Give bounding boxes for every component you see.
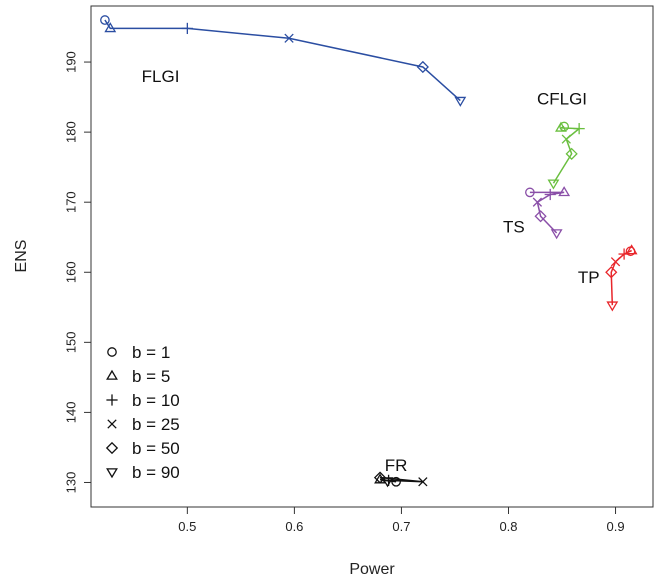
point-flgi-b10 — [181, 22, 193, 35]
legend-marker-circle — [107, 347, 117, 357]
point-tp-b5 — [625, 244, 638, 255]
series-line-cflgi — [552, 125, 582, 184]
x-tick-label: 0.7 — [392, 519, 410, 534]
series-label-fr: FR — [385, 456, 408, 475]
x-axis: 0.5 0.6 0.7 0.8 0.9 — [178, 507, 625, 534]
legend-marker-cross — [107, 419, 117, 429]
legend: b = 1 b = 5 b = 10 b = 25 b = 50 b = 90 — [105, 343, 180, 482]
point-tp-b25 — [610, 257, 621, 267]
series-label-tp: TP — [578, 268, 600, 287]
plot-frame — [90, 5, 654, 508]
point-ts-b10 — [544, 188, 556, 201]
point-flgi-b25 — [284, 33, 294, 43]
legend-marker-triangle-up — [106, 369, 118, 380]
point-ts-b50 — [534, 210, 547, 223]
legend-marker-diamond — [105, 441, 119, 455]
legend-label: b = 1 — [132, 343, 170, 362]
legend-item: b = 90 — [106, 463, 180, 482]
legend-item: b = 50 — [105, 439, 180, 458]
legend-label: b = 50 — [132, 439, 180, 458]
legend-label: b = 90 — [132, 463, 180, 482]
y-tick-label: 180 — [64, 121, 79, 143]
legend-label: b = 10 — [132, 391, 180, 410]
point-flgi-b90 — [454, 96, 467, 107]
point-ts-b25 — [532, 197, 543, 207]
point-fr-b1 — [391, 476, 401, 487]
point-tp-b50 — [605, 266, 618, 279]
y-axis: 130 140 150 160 170 180 190 — [64, 51, 91, 493]
legend-item: b = 25 — [107, 415, 180, 434]
legend-label: b = 5 — [132, 367, 170, 386]
legend-marker-plus — [106, 394, 118, 406]
legend-item: b = 5 — [106, 367, 170, 386]
y-tick-label: 150 — [64, 331, 79, 353]
point-cflgi-b90 — [547, 179, 560, 190]
point-tp-b90 — [606, 301, 619, 312]
x-axis-title: Power — [349, 561, 395, 578]
point-fr-b50 — [373, 471, 387, 484]
series-label-cflgi: CFLGI — [537, 89, 587, 108]
series-label-flgi: FLGI — [142, 67, 180, 86]
series-flgi: FLGI — [100, 15, 467, 107]
series-ts: TS — [503, 186, 571, 240]
point-cflgi-b10 — [573, 123, 585, 135]
point-fr-b25 — [418, 477, 428, 487]
point-flgi-b50 — [416, 60, 429, 74]
series-label-ts: TS — [503, 218, 525, 237]
point-ts-b90 — [550, 229, 563, 240]
series-fr: FR — [373, 456, 428, 488]
series-line-flgi — [104, 19, 461, 102]
legend-item: b = 1 — [107, 343, 170, 362]
series-tp: TP — [578, 244, 638, 312]
series-cflgi: CFLGI — [537, 89, 587, 190]
point-flgi-b5 — [104, 22, 117, 33]
legend-marker-triangle-down — [106, 468, 118, 479]
legend-item: b = 10 — [106, 391, 180, 410]
series-layer: FLGI CFLGI TS TP FR — [100, 15, 638, 488]
y-axis-title: ENS — [13, 240, 30, 273]
x-tick-label: 0.6 — [285, 519, 303, 534]
x-tick-label: 0.5 — [178, 519, 196, 534]
point-cflgi-b5 — [555, 121, 567, 132]
point-tp-b10 — [618, 248, 630, 260]
point-fr-b90 — [381, 477, 394, 488]
point-ts-b5 — [558, 186, 571, 197]
legend-label: b = 25 — [132, 415, 180, 434]
y-tick-label: 130 — [64, 472, 79, 494]
point-cflgi-b50 — [565, 147, 578, 160]
point-ts-b1 — [525, 187, 535, 198]
y-tick-label: 140 — [64, 402, 79, 424]
point-cflgi-b25 — [561, 134, 571, 144]
x-tick-label: 0.8 — [499, 519, 517, 534]
y-tick-label: 170 — [64, 191, 79, 213]
y-tick-label: 190 — [64, 51, 79, 73]
x-tick-label: 0.9 — [606, 519, 624, 534]
point-flgi-b1 — [100, 15, 110, 25]
y-tick-label: 160 — [64, 261, 79, 283]
